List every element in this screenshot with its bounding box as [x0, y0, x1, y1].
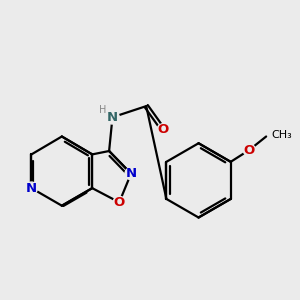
Text: N: N	[107, 111, 118, 124]
Circle shape	[157, 124, 169, 136]
Circle shape	[243, 144, 255, 156]
Text: O: O	[244, 143, 255, 157]
Text: O: O	[114, 196, 125, 209]
Circle shape	[26, 182, 38, 194]
Text: CH₃: CH₃	[271, 130, 292, 140]
Text: N: N	[125, 167, 136, 180]
Text: N: N	[26, 182, 37, 195]
Circle shape	[125, 168, 137, 180]
Text: H: H	[99, 105, 107, 115]
Text: O: O	[158, 123, 169, 136]
Circle shape	[113, 196, 125, 208]
Circle shape	[106, 110, 119, 124]
